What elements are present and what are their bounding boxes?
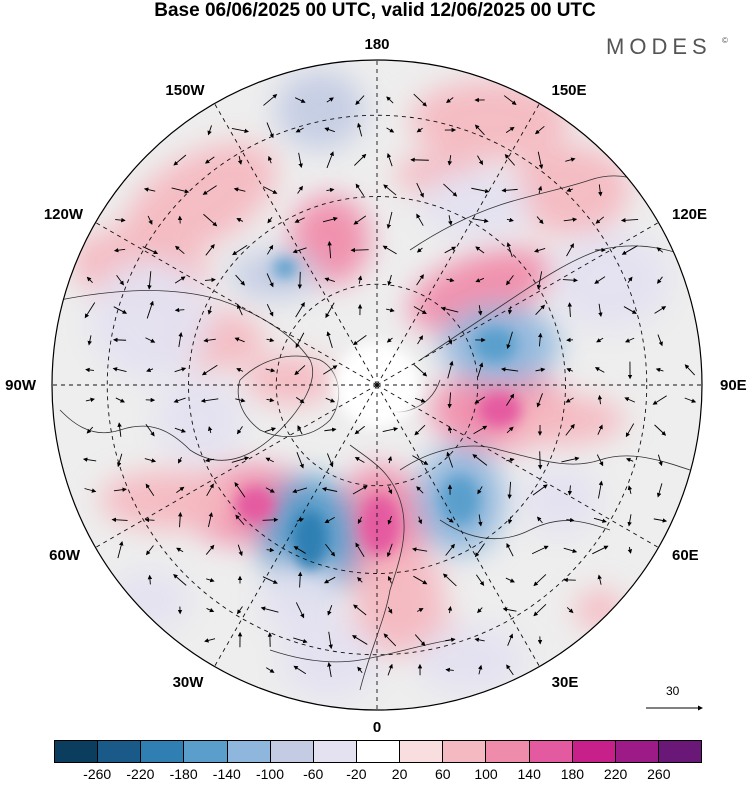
colorbar-segment [141, 741, 184, 762]
colorbar-segment [271, 741, 314, 762]
wind-vector [146, 520, 155, 521]
anomaly-shade [245, 355, 335, 405]
wind-vector [300, 272, 301, 288]
colorbar-segment [228, 741, 271, 762]
lon-label-150e: 150E [551, 83, 586, 99]
lon-label-120w: 120W [44, 207, 83, 223]
colorbar-segment [443, 741, 486, 762]
lon-label-90w: 90W [5, 378, 36, 394]
lon-label-60w: 60W [49, 548, 80, 564]
anomaly-core [440, 475, 480, 525]
colorbar-tick-label: -20 [346, 766, 366, 782]
colorbar-tick-label: -260 [83, 766, 111, 782]
anomaly-shade [410, 80, 570, 160]
wind-vector [263, 520, 278, 521]
colorbar-segment [530, 741, 573, 762]
colorbar-segment [400, 741, 443, 762]
colorbar-tick-label: -60 [303, 766, 323, 782]
lon-label-30w: 30W [173, 675, 204, 691]
colorbar-tick-label: 180 [561, 766, 584, 782]
anomaly-shade [260, 560, 340, 640]
colorbar-tick-label: 140 [518, 766, 541, 782]
colorbar-segment [184, 741, 227, 762]
colorbar [54, 740, 702, 763]
lon-label-180: 180 [364, 37, 389, 53]
anomaly-core [235, 487, 275, 523]
anomaly-shade [100, 470, 240, 530]
anomaly-core [273, 258, 297, 278]
anomaly-core [360, 495, 400, 555]
colorbar-tick-label: 260 [647, 766, 670, 782]
wind-vector [351, 250, 368, 251]
lon-label-30e: 30E [552, 675, 579, 691]
colorbar-tick-label: 100 [474, 766, 497, 782]
colorbar-segment [486, 741, 529, 762]
lon-label-60e: 60E [672, 548, 699, 564]
anomaly-shade [415, 625, 525, 695]
anomaly-core [473, 327, 517, 363]
colorbar-segment [616, 741, 659, 762]
colorbar-segment [314, 741, 357, 762]
lon-label-120e: 120E [672, 207, 707, 223]
colorbar-ticks: -260 -220 -180 -140 -100 -60 -20 20 60 100 140 180 2… [54, 766, 702, 782]
colorbar-tick-label: -220 [126, 766, 154, 782]
lon-label-90e: 90E [720, 378, 747, 394]
anomaly-core [292, 510, 328, 570]
anomaly-shade [230, 250, 320, 300]
colorbar-segment [98, 741, 141, 762]
colorbar-segment [573, 741, 616, 762]
colorbar-segment [659, 741, 701, 762]
anomaly-shade [155, 375, 245, 465]
anomaly-shade [575, 590, 625, 630]
colorbar-tick-label: -180 [170, 766, 198, 782]
lon-label-150w: 150W [165, 83, 204, 99]
colorbar-segment [357, 741, 400, 762]
anomaly-shade [275, 70, 365, 150]
arrow-right-icon [640, 684, 710, 714]
colorbar-tick-label: 20 [392, 766, 408, 782]
colorbar-tick-label: 60 [435, 766, 451, 782]
wind-vector [540, 451, 541, 468]
colorbar-tick-label: -100 [256, 766, 284, 782]
colorbar-segment [55, 741, 98, 762]
wind-vector [411, 160, 429, 161]
lon-label-0: 0 [373, 720, 381, 736]
colorbar-tick-label: -140 [213, 766, 241, 782]
anomaly-shade [520, 465, 600, 535]
anomaly-shade [420, 170, 530, 240]
colorbar-tick-label: 220 [604, 766, 627, 782]
